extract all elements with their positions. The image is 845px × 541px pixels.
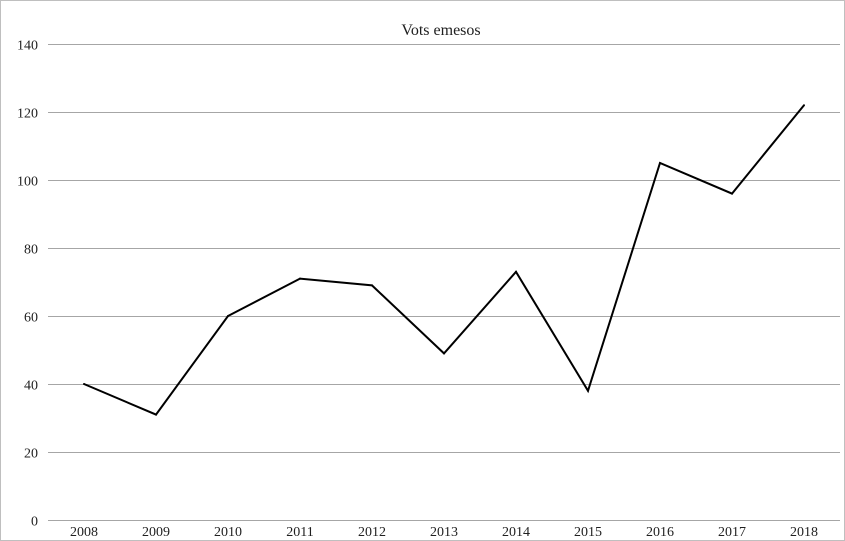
data-point — [371, 284, 373, 287]
data-point — [443, 352, 445, 355]
x-tick-label: 2011 — [286, 525, 313, 540]
x-axis-ticks: 2008 2009 2010 2011 2012 2013 2014 2015 2016 2017… — [70, 525, 818, 540]
y-axis-ticks: 0 20 40 60 80 100 120 140 — [17, 39, 38, 530]
x-tick-label: 2008 — [70, 525, 98, 540]
y-tick-label: 120 — [17, 107, 38, 122]
data-point — [515, 270, 517, 273]
y-tick-label: 0 — [31, 515, 38, 530]
x-tick-label: 2015 — [574, 525, 602, 540]
x-tick-label: 2010 — [214, 525, 242, 540]
series-layer — [83, 104, 805, 416]
x-tick-label: 2009 — [142, 525, 170, 540]
data-point — [299, 277, 301, 280]
x-tick-label: 2017 — [718, 525, 746, 540]
chart-title: Vots emesos — [401, 22, 480, 39]
x-tick-label: 2012 — [358, 525, 386, 540]
x-tick-label: 2014 — [502, 525, 530, 540]
x-tick-label: 2013 — [430, 525, 458, 540]
data-point — [731, 192, 733, 195]
data-point — [83, 383, 85, 385]
y-tick-label: 80 — [24, 243, 38, 258]
data-point — [227, 315, 229, 317]
data-point — [659, 162, 661, 164]
data-point — [587, 389, 589, 392]
y-tick-label: 100 — [17, 175, 38, 190]
y-tick-label: 40 — [24, 379, 38, 394]
x-tick-label: 2018 — [790, 525, 818, 540]
data-point — [155, 413, 157, 416]
y-tick-label: 140 — [17, 39, 38, 54]
data-point — [803, 104, 805, 107]
y-tick-label: 60 — [24, 311, 38, 326]
y-tick-label: 20 — [24, 447, 38, 462]
x-tick-label: 2016 — [646, 525, 674, 540]
gridlines — [48, 44, 840, 521]
